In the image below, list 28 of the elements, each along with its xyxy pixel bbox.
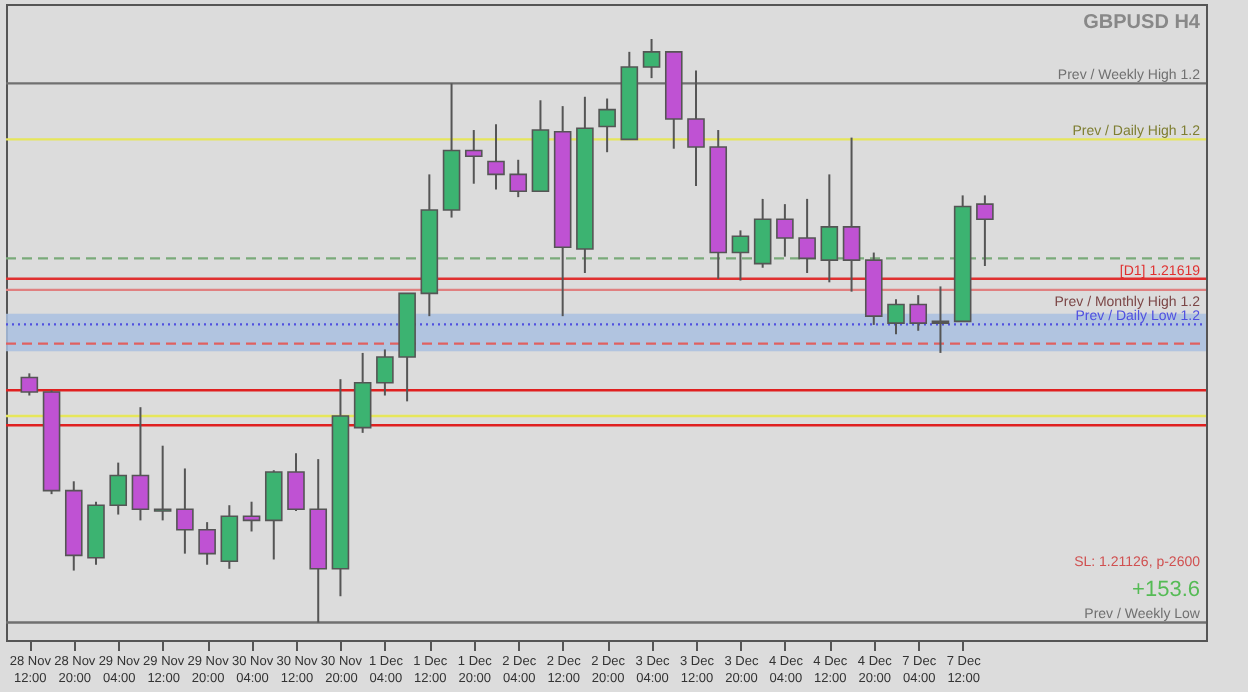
text: +153.6 [1132, 578, 1200, 602]
candlestick [687, 69, 705, 188]
candlestick [976, 194, 994, 267]
candlestick [198, 521, 216, 566]
candlestick [153, 444, 172, 522]
candlestick [642, 38, 661, 80]
candlestick [753, 197, 772, 269]
candlestick [598, 97, 616, 154]
candlestick [487, 123, 505, 191]
candlestick [287, 452, 305, 513]
candlestick [376, 348, 394, 397]
candlestick [109, 461, 128, 516]
candlestick [776, 203, 794, 258]
candlestick [220, 504, 239, 570]
text: GBPUSD H4 [1083, 12, 1201, 34]
candlestick [798, 197, 816, 274]
candlestick [887, 298, 905, 336]
candlestick [909, 294, 928, 332]
candlestick [176, 467, 194, 555]
candlestick [931, 285, 950, 354]
candlestick [842, 136, 861, 293]
candlestick [464, 129, 483, 185]
candlestick [353, 351, 372, 434]
candlestick [131, 406, 150, 522]
candlestick [731, 229, 750, 282]
candlestick [509, 158, 528, 199]
candlestick [820, 173, 839, 284]
candlestick [20, 372, 39, 397]
